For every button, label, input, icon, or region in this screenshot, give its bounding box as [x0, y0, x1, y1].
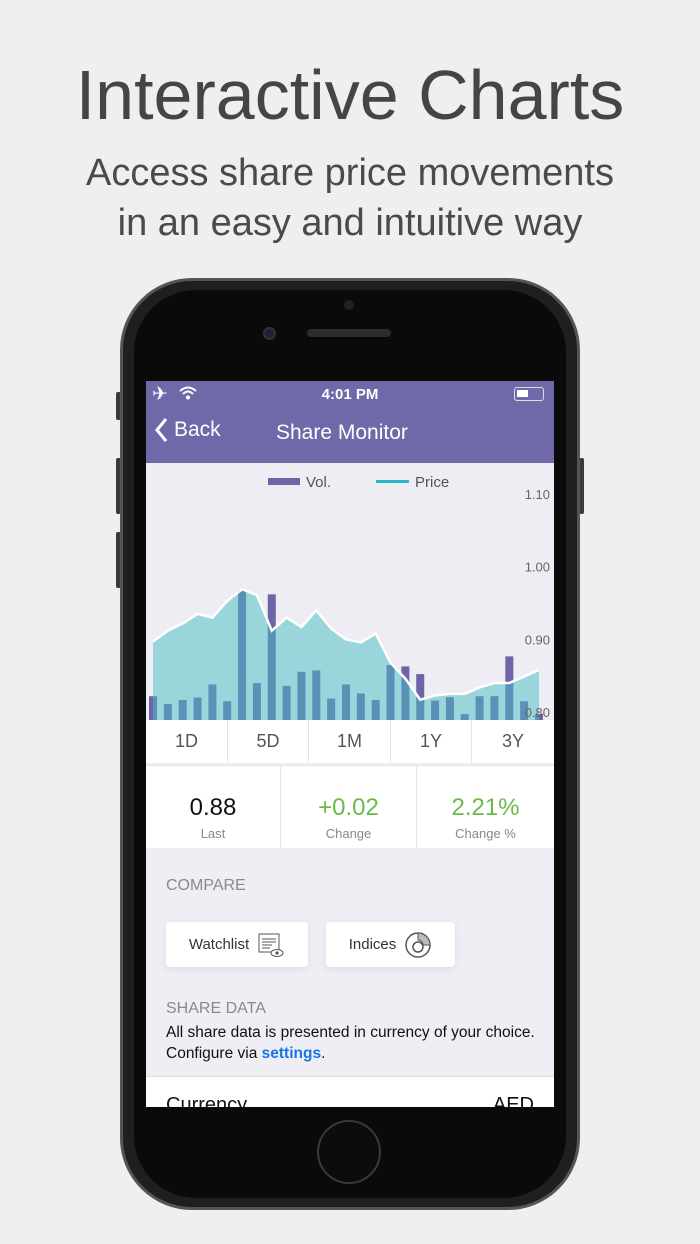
chevron-left-icon: [155, 418, 168, 442]
promo-subtitle-2: in an easy and intuitive way: [117, 202, 583, 244]
stat-change: +0.02 Change: [281, 766, 417, 849]
change-label: Change: [325, 826, 372, 841]
battery-icon: [514, 387, 544, 401]
watchlist-button[interactable]: Watchlist: [166, 922, 308, 967]
y-tick-label: 0.80: [525, 705, 550, 720]
y-tick-label: 1.10: [525, 487, 550, 502]
front-camera: [263, 327, 276, 340]
back-button[interactable]: Back: [154, 417, 221, 443]
speaker-grille: [307, 329, 391, 337]
wifi-icon: [179, 386, 197, 400]
legend-volume-label: Vol.: [306, 474, 331, 491]
settings-link[interactable]: settings: [261, 1045, 322, 1062]
change-percent-label: Change %: [455, 826, 516, 841]
status-time: 4:01 PM: [321, 386, 379, 403]
nav-bar: ✈ 4:01 PM Back Share Monitor: [146, 381, 554, 463]
indices-label: Indices: [348, 936, 397, 953]
compare-heading: COMPARE: [166, 877, 246, 894]
watchlist-label: Watchlist: [188, 936, 250, 953]
price-line: [152, 587, 540, 702]
stats-row: 0.88 Last +0.02 Change 2.21% Change %: [146, 765, 554, 849]
tab-5d[interactable]: 5D: [228, 720, 309, 763]
last-value: 0.88: [189, 794, 237, 821]
share-data-heading: SHARE DATA: [166, 1000, 266, 1017]
currency-row[interactable]: Currency AED: [146, 1076, 554, 1107]
change-value: +0.02: [318, 794, 379, 821]
y-tick-label: 1.00: [525, 560, 550, 575]
volume-bar: [416, 674, 425, 720]
price-volume-chart[interactable]: 1.10 1.00 0.90 0.80 Vol. Price: [146, 463, 554, 720]
home-button[interactable]: [317, 1120, 381, 1184]
tab-1d[interactable]: 1D: [146, 720, 228, 763]
mute-switch: [116, 392, 121, 420]
change-percent-value: 2.21%: [451, 794, 520, 821]
description-text: All share data is presented in currency …: [166, 1024, 535, 1062]
price-area: [153, 589, 539, 720]
airplane-icon: ✈: [152, 384, 168, 405]
back-label: Back: [174, 418, 221, 441]
share-data-description: All share data is presented in currency …: [166, 1022, 536, 1064]
tab-1m[interactable]: 1M: [309, 720, 391, 763]
watchlist-eye-icon: [258, 933, 284, 957]
y-tick-label: 0.90: [525, 632, 550, 647]
last-label: Last: [200, 826, 226, 841]
page-title: Share Monitor: [276, 421, 408, 444]
stat-last: 0.88 Last: [146, 766, 281, 849]
legend-volume-swatch: [268, 478, 300, 485]
power-button: [579, 458, 584, 514]
promo-title: Interactive Charts: [75, 56, 625, 134]
volume-down-button: [116, 532, 121, 588]
volume-up-button: [116, 458, 121, 514]
stat-change-percent: 2.21% Change %: [417, 766, 554, 849]
currency-value: AED: [492, 1094, 534, 1107]
legend-price-label: Price: [415, 474, 449, 491]
app-screen: ✈ 4:01 PM Back Share Monitor 1.10 1.00 0.9…: [146, 381, 554, 1107]
description-period: .: [321, 1045, 326, 1062]
pie-chart-icon: [405, 931, 432, 958]
range-tabs: 1D 5D 1M 1Y 3Y: [146, 720, 554, 763]
legend-price-swatch: [376, 480, 409, 483]
tab-3y[interactable]: 3Y: [501, 731, 525, 751]
indices-button[interactable]: Indices: [326, 922, 455, 967]
sensor-dot: [344, 300, 354, 310]
currency-label: Currency: [166, 1094, 248, 1107]
tab-1y[interactable]: 1Y: [391, 720, 472, 763]
promo-subtitle-1: Access share price movements: [86, 152, 614, 194]
